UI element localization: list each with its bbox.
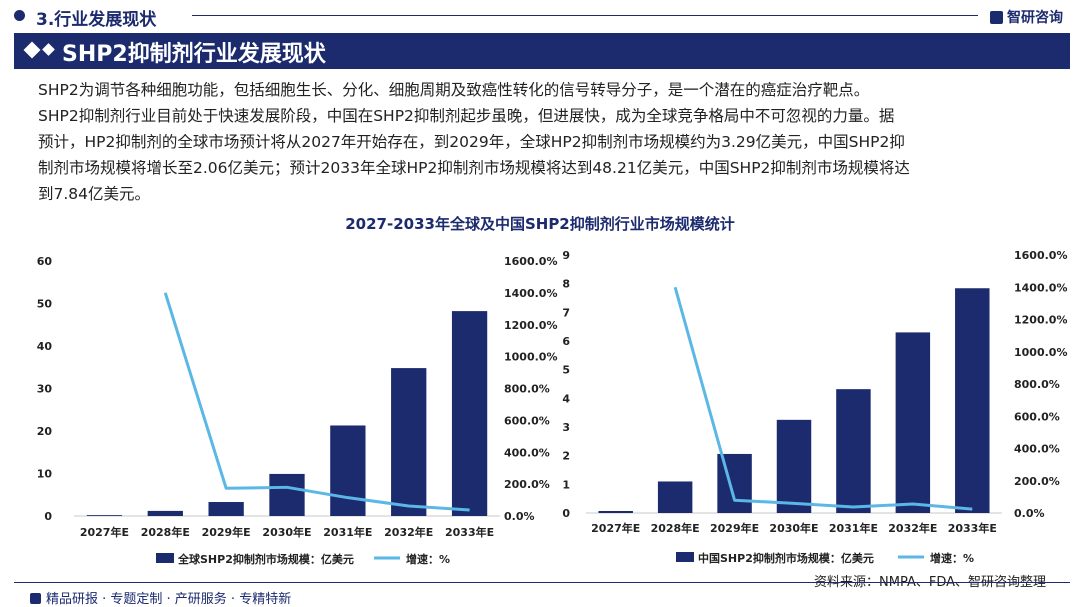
right-axis-tick-label: 0.0% bbox=[1014, 507, 1045, 520]
paragraph-line: 到7.84亿美元。 bbox=[38, 185, 151, 203]
bar bbox=[269, 473, 305, 516]
bar bbox=[836, 389, 871, 513]
paragraph-line: SHP2抑制剂行业目前处于快速发展阶段，中国在SHP2抑制剂起步虽晚，但进展快，… bbox=[38, 107, 895, 125]
left-axis-tick-label: 0 bbox=[562, 507, 570, 520]
right-axis-tick-label: 600.0% bbox=[504, 414, 550, 427]
category-label: 2030年E bbox=[769, 521, 818, 535]
bar bbox=[895, 332, 931, 513]
right-axis-tick-label: 1600.0% bbox=[1014, 249, 1067, 262]
category-label: 2032年E bbox=[384, 525, 433, 539]
right-axis-tick-label: 1400.0% bbox=[1014, 281, 1067, 294]
right-axis-tick-label: 600.0% bbox=[1014, 410, 1060, 423]
market-size-charts: 01020304050600.0%200.0%400.0%600.0%800.0… bbox=[37, 249, 1068, 566]
left-axis-tick-label: 3 bbox=[562, 421, 570, 434]
right-axis-tick-label: 1600.0% bbox=[504, 255, 557, 268]
bar bbox=[598, 510, 633, 513]
right-axis-tick-label: 1200.0% bbox=[1014, 314, 1067, 327]
diamond-icon bbox=[23, 41, 41, 59]
legend-line-label: 增速：% bbox=[406, 552, 450, 566]
banner-title: SHP2抑制剂行业发展现状 bbox=[62, 42, 326, 67]
top-header: 3.行业发展现状 智研咨询 bbox=[0, 0, 1080, 32]
left-axis-tick-label: 2 bbox=[562, 450, 570, 463]
left-axis-tick-label: 30 bbox=[37, 383, 53, 396]
category-label: 2029年E bbox=[202, 525, 251, 539]
right-axis-tick-label: 200.0% bbox=[1014, 475, 1060, 488]
section-title: 3.行业发展现状 bbox=[36, 10, 157, 30]
footer-text: 精品研报 · 专题定制 · 产研服务 · 专精特新 bbox=[46, 592, 292, 607]
category-label: 2027年E bbox=[80, 525, 129, 539]
left-axis-tick-label: 6 bbox=[562, 335, 570, 348]
left-axis-tick-label: 10 bbox=[37, 468, 53, 481]
legend-bar-label: 全球SHP2抑制剂市场规模：亿美元 bbox=[177, 552, 354, 566]
bar bbox=[147, 510, 183, 516]
bar bbox=[776, 419, 812, 513]
category-label: 2027年E bbox=[591, 521, 640, 535]
category-label: 2033年E bbox=[948, 521, 997, 535]
legend-bar-label: 中国SHP2抑制剂市场规模：亿美元 bbox=[698, 551, 874, 565]
category-label: 2032年E bbox=[888, 521, 937, 535]
source-note: 资料来源：NMPA、FDA、智研咨询整理 bbox=[814, 575, 1046, 590]
brand-name: 智研咨询 bbox=[1007, 10, 1063, 26]
legend-bar-swatch bbox=[676, 552, 694, 562]
left-axis-tick-label: 8 bbox=[562, 278, 570, 291]
left-axis-tick-label: 5 bbox=[562, 364, 570, 377]
bar bbox=[657, 481, 693, 513]
title-banner: SHP2抑制剂行业发展现状 bbox=[14, 33, 1070, 69]
growth-line bbox=[163, 292, 470, 512]
paragraph-line: SHP2为调节各种细胞功能，包括细胞生长、分化、细胞周期及致癌性转化的信号转导分… bbox=[38, 81, 870, 99]
bar bbox=[955, 288, 990, 513]
bar bbox=[717, 453, 752, 513]
category-label: 2030年E bbox=[262, 525, 311, 539]
header-divider bbox=[192, 15, 978, 16]
right-axis-tick-label: 0.0% bbox=[504, 510, 535, 523]
right-axis-tick-label: 1000.0% bbox=[1014, 346, 1067, 359]
category-label: 2031年E bbox=[829, 521, 878, 535]
footer: 精品研报 · 专题定制 · 产研服务 · 专精特新 bbox=[30, 588, 291, 607]
left-axis-tick-label: 40 bbox=[37, 340, 53, 353]
right-axis-tick-label: 200.0% bbox=[504, 478, 550, 491]
right-axis-tick-label: 1400.0% bbox=[504, 287, 557, 300]
paragraph-line: 预计，HP2抑制剂的全球市场预计将从2027年开始存在，到2029年，全球HP2… bbox=[38, 133, 905, 151]
legend-bar-swatch bbox=[156, 553, 174, 563]
left-axis-tick-label: 0 bbox=[44, 510, 52, 523]
left-axis-tick-label: 4 bbox=[562, 392, 570, 405]
right-axis-tick-label: 400.0% bbox=[1014, 443, 1060, 456]
brand-logo-icon bbox=[990, 11, 1003, 24]
right-axis-tick-label: 1200.0% bbox=[504, 319, 557, 332]
right-axis-tick-label: 800.0% bbox=[504, 383, 550, 396]
left-axis-tick-label: 9 bbox=[562, 249, 570, 262]
left-axis-tick-label: 50 bbox=[37, 298, 53, 311]
category-label: 2028年E bbox=[651, 521, 700, 535]
footer-logo-icon bbox=[30, 593, 41, 604]
left-axis-tick-label: 60 bbox=[37, 255, 53, 268]
paragraph-line: 制剂市场规模将增长至2.06亿美元；预计2033年全球HP2抑制剂市场规模将达到… bbox=[38, 159, 910, 177]
left-axis-tick-label: 7 bbox=[562, 306, 570, 319]
bar bbox=[86, 515, 123, 516]
bar bbox=[208, 502, 244, 516]
right-axis-tick-label: 400.0% bbox=[504, 446, 550, 459]
brand-logo[interactable]: 智研咨询 bbox=[990, 7, 1063, 27]
intro-paragraph: SHP2为调节各种细胞功能，包括细胞生长、分化、细胞周期及致癌性转化的信号转导分… bbox=[38, 77, 1053, 207]
legend-line-label: 增速：% bbox=[930, 551, 974, 565]
category-label: 2028年E bbox=[141, 525, 190, 539]
category-label: 2029年E bbox=[710, 521, 759, 535]
bar bbox=[391, 368, 427, 516]
right-axis-tick-label: 1000.0% bbox=[504, 351, 557, 364]
left-axis-tick-label: 20 bbox=[37, 425, 53, 438]
bar bbox=[451, 311, 488, 516]
growth-line bbox=[673, 286, 973, 511]
diamond-small-icon bbox=[42, 43, 55, 56]
category-label: 2033年E bbox=[445, 525, 494, 539]
left-axis-tick-label: 1 bbox=[562, 478, 570, 491]
chart-title: 2027-2033年全球及中国SHP2抑制剂行业市场规模统计 bbox=[345, 215, 735, 233]
right-axis-tick-label: 800.0% bbox=[1014, 378, 1060, 391]
bar bbox=[330, 425, 366, 516]
bullet-dot-icon bbox=[14, 10, 25, 21]
category-label: 2031年E bbox=[323, 525, 372, 539]
footer-divider bbox=[14, 582, 1070, 583]
